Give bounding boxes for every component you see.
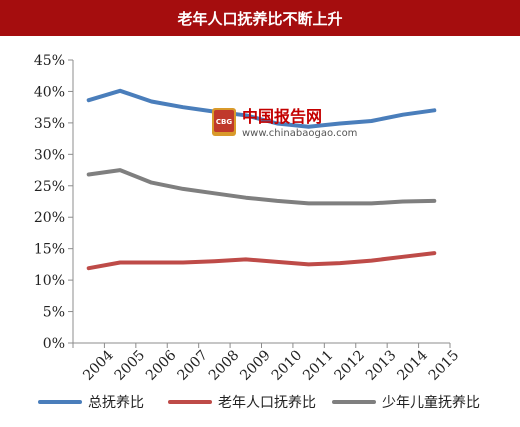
x-tick-label: 2004 xyxy=(80,347,117,384)
legend-label-3: 少年儿童抚养比 xyxy=(382,394,480,411)
chart-ticks: 0% 5% 10% 15% 20% 25% 30% 35% 40% 45% 200420052006… xyxy=(34,53,462,384)
y-tick-label: 30% xyxy=(34,147,65,163)
y-tick-label: 15% xyxy=(34,242,65,258)
line-chart: 0% 5% 10% 15% 20% 25% 30% 35% 40% 45% 200420052006… xyxy=(34,53,480,411)
y-tick-label: 10% xyxy=(34,273,65,289)
watermark-logo-text: CBG xyxy=(216,118,232,126)
x-tick-label: 2009 xyxy=(237,347,274,384)
x-tick-label: 2007 xyxy=(174,347,211,384)
watermark: CBG 中国报告网 www.chinabaogao.com xyxy=(212,107,357,139)
y-tick-label: 0% xyxy=(43,336,65,352)
x-tick-label: 2013 xyxy=(363,347,400,384)
chart-title: 老年人口抚养比不断上升 xyxy=(0,0,520,36)
x-tick-label: 2008 xyxy=(206,347,243,384)
x-tick-label: 2005 xyxy=(112,347,149,384)
watermark-logo: CBG xyxy=(212,108,236,136)
x-tick-label: 2012 xyxy=(332,347,369,384)
chart-lines xyxy=(86,88,437,271)
watermark-name: 中国报告网 xyxy=(242,107,322,126)
x-tick-label: 2010 xyxy=(269,347,306,384)
y-tick-label: 45% xyxy=(34,53,65,69)
series-line-3 xyxy=(86,168,437,206)
x-tick-label: 2006 xyxy=(143,347,180,384)
legend-label-1: 总抚养比 xyxy=(88,395,144,411)
x-tick-label: 2015 xyxy=(426,347,463,384)
y-tick-label: 40% xyxy=(34,84,65,100)
y-tick-label: 25% xyxy=(34,179,65,195)
legend-label-2: 老年人口抚养比 xyxy=(218,395,316,411)
x-tick-label: 2014 xyxy=(394,347,431,384)
chart-legend: 总抚养比 老年人口抚养比 少年儿童抚养比 xyxy=(38,394,480,411)
y-tick-label: 20% xyxy=(34,210,65,226)
x-tick-label: 2011 xyxy=(300,347,337,384)
series-line-1 xyxy=(86,88,437,129)
series-line-2 xyxy=(86,251,437,271)
watermark-url: www.chinabaogao.com xyxy=(242,128,357,139)
y-tick-label: 35% xyxy=(34,116,65,132)
y-tick-label: 5% xyxy=(43,305,65,321)
